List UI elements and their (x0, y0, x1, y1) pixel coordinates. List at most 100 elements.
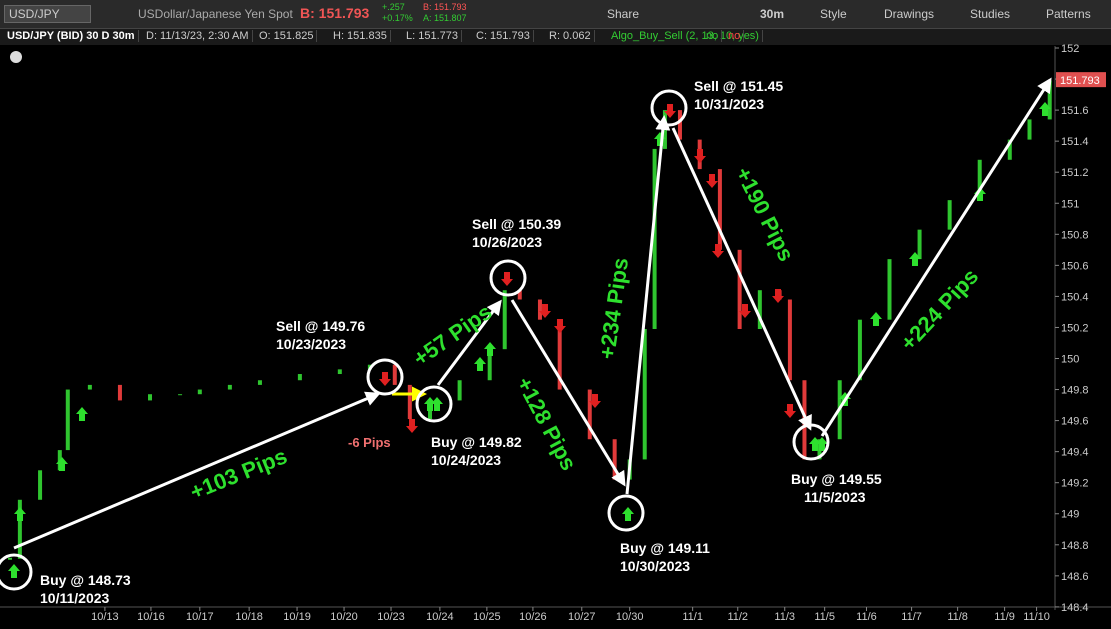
share-button[interactable]: Share (607, 7, 640, 21)
annotation: 10/24/2023 (431, 452, 501, 468)
y-tick-label: 150 (1061, 354, 1079, 366)
trade-circle (650, 89, 688, 127)
sell-signal (694, 149, 706, 163)
x-tick-label: 11/6 (856, 611, 877, 623)
buy-signal (431, 397, 443, 411)
candle (227, 384, 232, 390)
x-tick-label: 11/10 (1023, 611, 1050, 623)
pip-label: +128 Pips (512, 373, 582, 475)
buy-signal (870, 312, 882, 326)
study-flag: no (703, 30, 723, 42)
symbol-box[interactable]: USD/JPY (4, 5, 91, 23)
candle (717, 169, 722, 250)
trade-circle (366, 358, 404, 396)
buy-signal (809, 437, 821, 451)
candle (557, 319, 562, 390)
pip-label: +57 Pips (409, 299, 497, 371)
arrow (820, 77, 1052, 437)
sell-signal (539, 304, 551, 318)
change: +.257 (382, 2, 405, 12)
sell-signal (379, 372, 391, 386)
info-low: L: 151.773 (403, 30, 462, 42)
trade-circle (0, 553, 33, 591)
arrow (625, 115, 671, 495)
timeframe-button[interactable]: 30m (760, 7, 785, 21)
patterns-button[interactable]: Patterns (1046, 7, 1091, 21)
candle (652, 148, 657, 330)
annotation: 10/31/2023 (694, 96, 764, 112)
candle (517, 290, 522, 300)
candle (857, 319, 862, 381)
x-tick-label: 10/26 (519, 611, 547, 623)
candle (677, 110, 682, 140)
buy-signal (76, 407, 88, 421)
sell-signal (501, 272, 513, 286)
x-tick-label: 10/13 (91, 611, 119, 623)
candle (612, 439, 617, 480)
candle (297, 374, 302, 381)
y-tick-label: 149.4 (1061, 447, 1089, 459)
trade-circle (607, 494, 645, 532)
y-tick-label: 150.2 (1061, 322, 1089, 334)
buy-signal (484, 342, 496, 356)
x-tick-label: 10/19 (283, 611, 311, 623)
annotation: 10/23/2023 (276, 336, 346, 352)
ask-detail: A: 151.807 (423, 13, 467, 23)
candle (1047, 80, 1052, 120)
studies-button[interactable]: Studies (970, 7, 1011, 21)
drawings-button[interactable]: Drawings (884, 7, 935, 21)
pip-label: +234 Pips (594, 256, 633, 361)
candle (407, 384, 412, 420)
annotation: Buy @ 149.55 (791, 471, 882, 487)
last-price-badge (1056, 72, 1106, 88)
sell-signal (784, 404, 796, 418)
y-tick-label: 150.8 (1061, 229, 1089, 241)
buy-signal (974, 187, 986, 201)
candle (65, 389, 70, 451)
candle (87, 384, 92, 390)
x-tick-label: 10/30 (616, 611, 644, 623)
info-date: D: 11/13/23, 2:30 AM (143, 30, 253, 42)
buy-signal (816, 437, 828, 451)
bid: B: 151.793 (300, 5, 370, 21)
x-tick-label: 11/5 (814, 611, 835, 623)
annotation: Sell @ 150.39 (472, 216, 561, 232)
y-tick-label: 149.2 (1061, 478, 1089, 490)
pip-label: -6 Pips (348, 435, 391, 450)
x-tick-label: 10/23 (377, 611, 405, 623)
x-tick-label: 10/27 (568, 611, 596, 623)
candle (392, 364, 397, 385)
y-tick-label: 148.8 (1061, 540, 1089, 552)
x-tick-label: 10/24 (426, 611, 454, 623)
candle (337, 369, 342, 375)
candle (148, 394, 153, 401)
trade-circle (489, 259, 527, 297)
candle (947, 200, 952, 230)
candle (502, 290, 507, 350)
candle (537, 299, 542, 320)
candle (587, 389, 592, 440)
y-tick-label: 151.4 (1061, 136, 1089, 148)
bid-detail: B: 151.793 (423, 2, 467, 12)
info-high: H: 151.835 (330, 30, 391, 42)
arrow (671, 127, 812, 431)
alert-icon[interactable] (10, 51, 22, 63)
annotation: Sell @ 149.76 (276, 318, 365, 334)
x-tick-label: 11/1 (682, 611, 703, 623)
candle (737, 249, 742, 330)
sell-signal (772, 289, 784, 303)
x-tick-label: 11/8 (947, 611, 968, 623)
candle (787, 299, 792, 381)
info-close: C: 151.793 (473, 30, 534, 42)
buy-signal (909, 252, 921, 266)
last-price: 151.793 (1060, 75, 1100, 87)
style-button[interactable]: Style (820, 7, 847, 21)
annotation: 10/30/2023 (620, 558, 690, 574)
pip-label: +224 Pips (895, 264, 983, 356)
candle (757, 290, 762, 330)
candle (117, 384, 122, 401)
candle (8, 557, 12, 560)
buy-signal (424, 397, 436, 411)
